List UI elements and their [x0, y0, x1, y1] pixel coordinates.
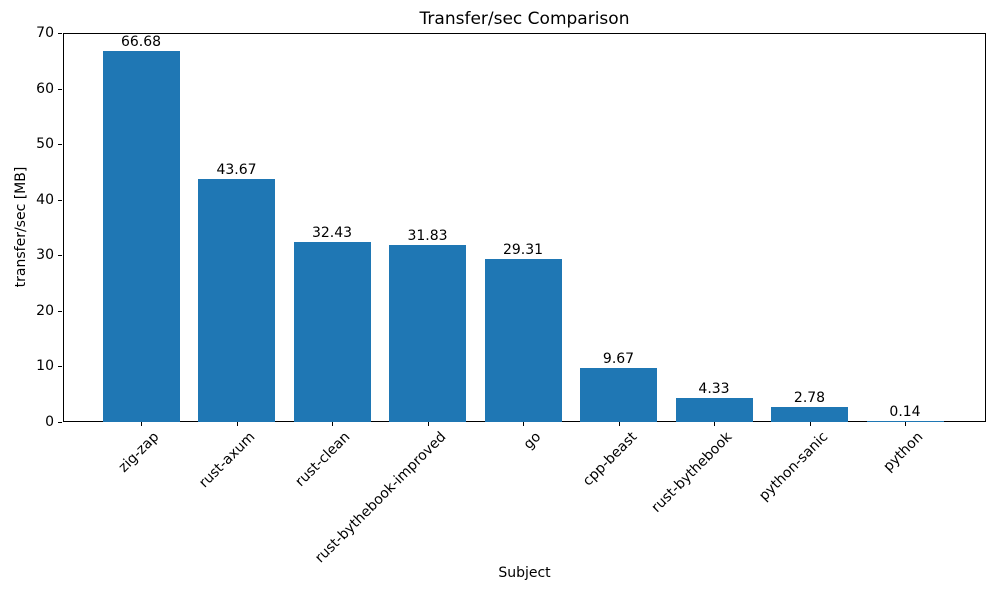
y-tick-mark: [58, 33, 62, 34]
bar: [580, 368, 657, 422]
y-tick-mark: [58, 144, 62, 145]
y-tick-label: 30: [36, 247, 54, 263]
x-tick-mark: [618, 422, 620, 426]
y-tick-label: 50: [36, 136, 54, 152]
bar-value-label: 9.67: [602, 351, 635, 367]
y-tick-label: 40: [36, 192, 54, 208]
chart-title: Transfer/sec Comparison: [419, 9, 630, 29]
y-tick-label: 70: [36, 25, 54, 41]
bar: [389, 245, 466, 422]
bar: [293, 242, 371, 422]
x-tick-mark: [141, 422, 142, 426]
bar-value-label: 31.83: [407, 228, 448, 244]
bar: [198, 179, 275, 422]
bar-value-label: 66.68: [120, 34, 162, 50]
x-tick-mark: [332, 422, 333, 426]
bar: [771, 407, 848, 422]
y-axis-label: transfer/sec [MB]: [13, 166, 29, 288]
bar: [675, 398, 753, 422]
y-tick-mark: [58, 366, 62, 367]
x-tick-mark: [809, 422, 811, 426]
bar-value-label: 43.67: [216, 162, 257, 178]
bar-value-label: 2.78: [793, 390, 826, 406]
y-tick-label: 20: [36, 303, 54, 319]
y-tick-mark: [58, 311, 62, 312]
x-tick-mark: [427, 422, 429, 426]
bar: [484, 259, 562, 422]
bar-value-label: 32.43: [311, 225, 353, 241]
x-tick-mark: [905, 422, 906, 426]
y-tick-label: 60: [36, 81, 54, 97]
y-tick-mark: [58, 200, 62, 201]
x-axis-label: Subject: [498, 565, 551, 581]
x-tick-mark: [523, 422, 524, 426]
y-tick-mark: [58, 422, 62, 423]
x-tick-mark: [236, 422, 238, 426]
bar-value-label: 29.31: [502, 242, 544, 258]
x-tick-mark: [714, 422, 715, 426]
y-tick-mark: [58, 89, 62, 90]
y-tick-mark: [58, 255, 62, 256]
bar: [102, 51, 180, 422]
bar: [866, 421, 944, 422]
y-tick-label: 10: [36, 358, 54, 374]
bar-value-label: 0.14: [889, 404, 921, 420]
y-tick-label: 0: [45, 414, 54, 430]
bar-value-label: 4.33: [698, 381, 730, 397]
